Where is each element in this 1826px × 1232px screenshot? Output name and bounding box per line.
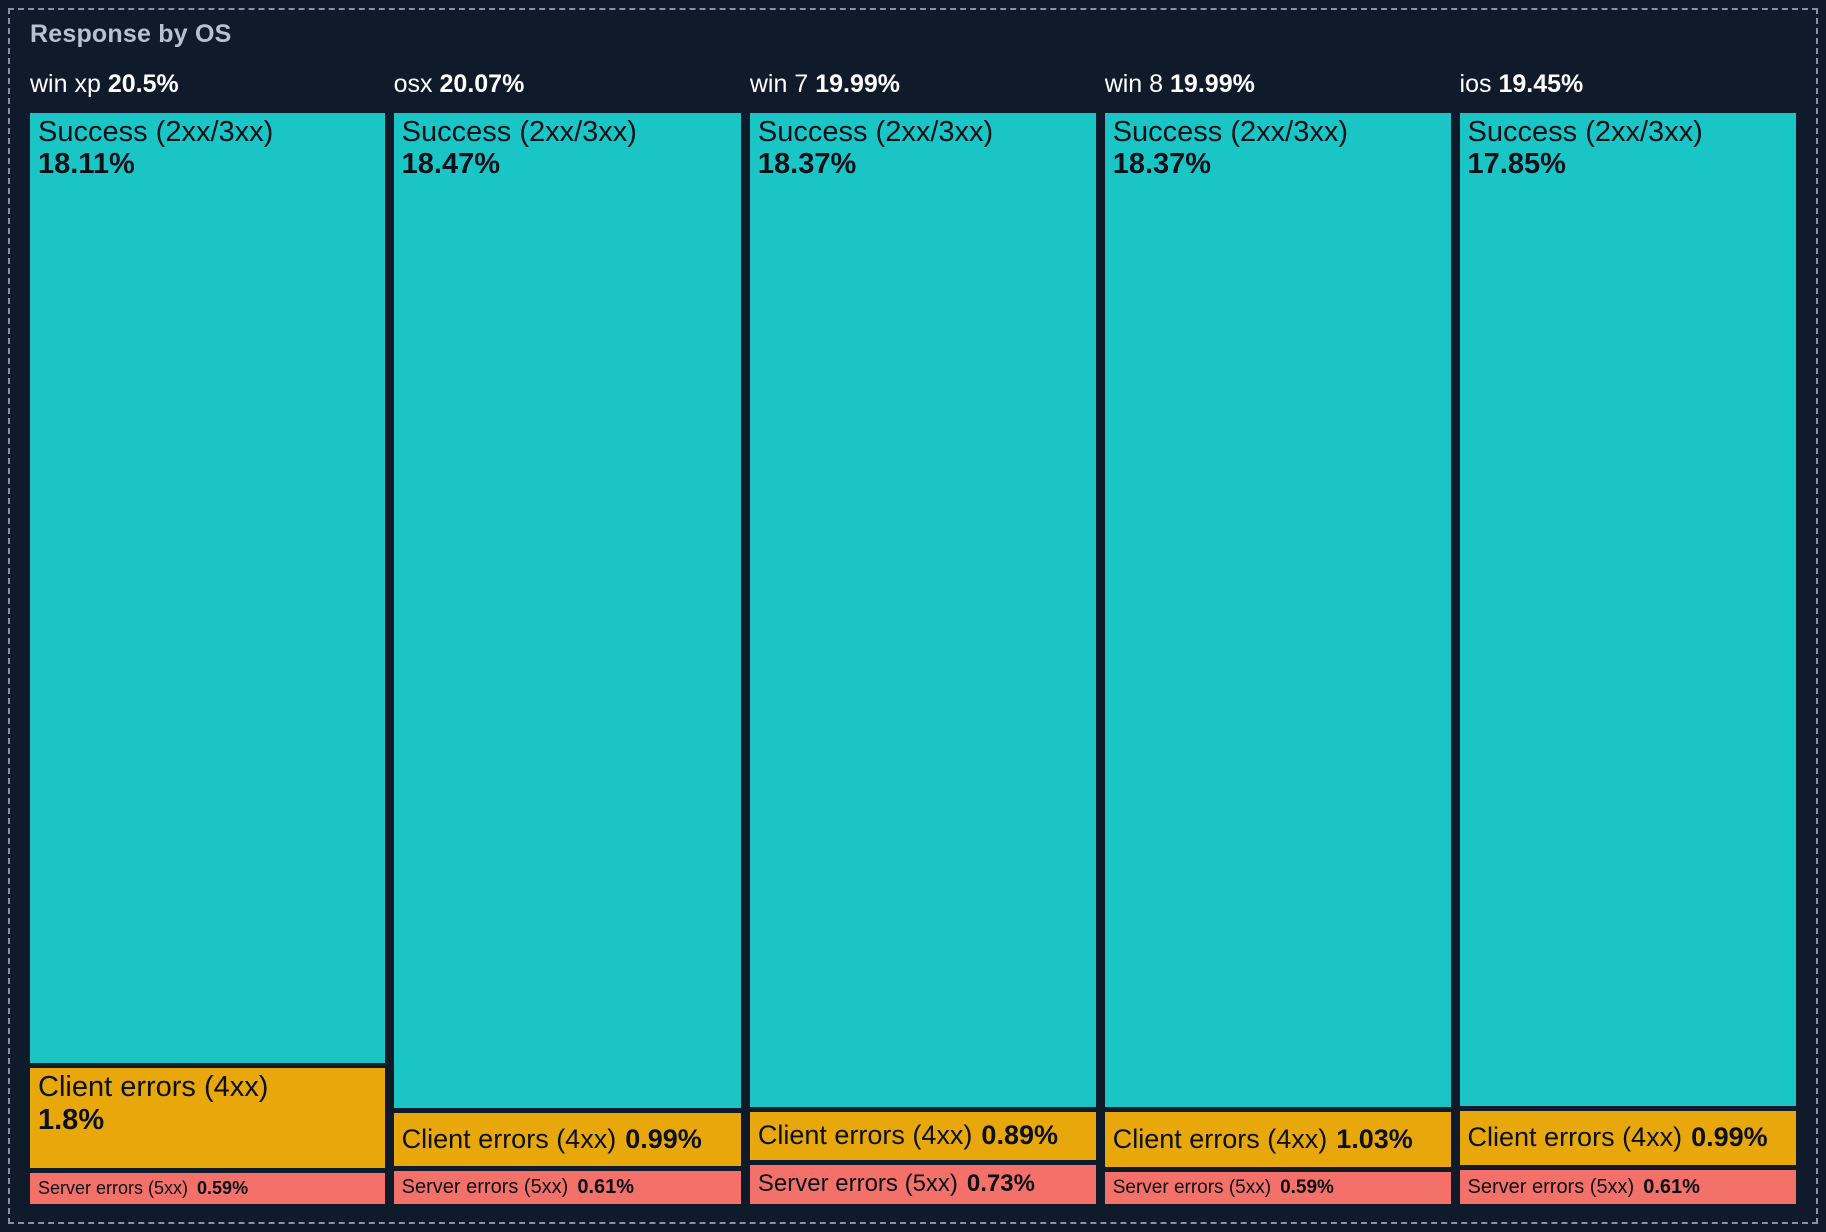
column-body-ios: Success (2xx/3xx) 17.85% Client errors (4x…	[1459, 113, 1797, 1204]
column-header-osx[interactable]: osx 20.07%	[394, 65, 741, 113]
segment-value: 18.47%	[401, 148, 501, 181]
treemap-column-win-xp: win xp 20.5% Success (2xx/3xx) 18.11% Clien…	[30, 65, 385, 1204]
segment-label: Server errors (5xx)	[401, 1176, 569, 1199]
segment-value: 17.85%	[1467, 148, 1566, 181]
os-name-label: win 8	[1104, 70, 1164, 98]
column-body-win-xp: Success (2xx/3xx) 18.11% Client errors (4x…	[30, 113, 385, 1204]
segment-value: 0.59%	[197, 1178, 249, 1199]
segment-label: Success (2xx/3xx)	[401, 116, 637, 148]
segment-label: Server errors (5xx)	[1112, 1177, 1272, 1199]
segment-success-win-7[interactable]: Success (2xx/3xx) 18.37%	[749, 113, 1096, 1107]
segment-success-win-xp[interactable]: Success (2xx/3xx) 18.11%	[30, 113, 385, 1064]
column-header-win-xp[interactable]: win xp 20.5%	[30, 65, 385, 113]
segment-label: Client errors (4xx)	[757, 1120, 973, 1151]
os-total-value: 20.07%	[439, 70, 525, 98]
column-body-osx: Success (2xx/3xx) 18.47% Client errors (4x…	[393, 113, 741, 1204]
treemap-column-ios: ios 19.45% Success (2xx/3xx) 17.85% Client …	[1459, 65, 1797, 1204]
segment-server-errors-win-8[interactable]: Server errors (5xx) 0.59%	[1104, 1172, 1451, 1204]
segment-success-osx[interactable]: Success (2xx/3xx) 18.47%	[393, 113, 741, 1109]
column-body-win-8: Success (2xx/3xx) 18.37% Client errors (4x…	[1104, 113, 1451, 1204]
segment-value: 1.03%	[1336, 1124, 1413, 1155]
segment-value: 18.37%	[757, 148, 857, 181]
treemap-chart: win xp 20.5% Success (2xx/3xx) 18.11% Clien…	[30, 65, 1797, 1204]
segment-client-errors-win-7[interactable]: Client errors (4xx) 0.89%	[749, 1111, 1096, 1160]
segment-server-errors-ios[interactable]: Server errors (5xx) 0.61%	[1459, 1170, 1797, 1204]
segment-value: 1.8%	[38, 1103, 105, 1136]
segment-label: Client errors (4xx)	[401, 1124, 617, 1155]
segment-label: Success (2xx/3xx)	[38, 116, 274, 148]
segment-label: Server errors (5xx)	[38, 1178, 189, 1199]
segment-client-errors-win-xp[interactable]: Client errors (4xx) 1.8%	[30, 1068, 385, 1169]
os-name-label: ios	[1459, 70, 1492, 98]
segment-label: Success (2xx/3xx)	[1467, 116, 1703, 148]
treemap-column-osx: osx 20.07% Success (2xx/3xx) 18.47% Client …	[393, 65, 741, 1204]
segment-label: Client errors (4xx)	[1112, 1124, 1328, 1155]
segment-label: Client errors (4xx)	[1467, 1122, 1683, 1153]
segment-value: 0.73%	[966, 1170, 1035, 1198]
column-header-win-7[interactable]: win 7 19.99%	[750, 65, 1096, 113]
segment-value: 0.61%	[577, 1176, 635, 1199]
os-total-value: 19.99%	[815, 70, 900, 98]
segment-client-errors-osx[interactable]: Client errors (4xx) 0.99%	[393, 1113, 741, 1167]
os-name-label: win xp	[30, 70, 101, 98]
segment-label: Success (2xx/3xx)	[757, 116, 994, 148]
segment-value: 0.89%	[981, 1120, 1058, 1151]
segment-server-errors-win-xp[interactable]: Server errors (5xx) 0.59%	[30, 1173, 385, 1204]
segment-label: Success (2xx/3xx)	[1112, 116, 1348, 148]
column-body-win-7: Success (2xx/3xx) 18.37% Client errors (4x…	[749, 113, 1096, 1204]
segment-success-win-8[interactable]: Success (2xx/3xx) 18.37%	[1104, 113, 1451, 1107]
segment-value: 0.59%	[1280, 1177, 1334, 1199]
os-name-label: osx	[393, 70, 433, 98]
segment-server-errors-win-7[interactable]: Server errors (5xx) 0.73%	[749, 1164, 1096, 1204]
os-total-value: 19.45%	[1498, 70, 1584, 98]
os-total-value: 19.99%	[1170, 70, 1255, 98]
segment-value: 0.99%	[625, 1124, 702, 1155]
segment-value: 0.61%	[1643, 1175, 1700, 1198]
column-header-ios[interactable]: ios 19.45%	[1460, 65, 1796, 113]
response-by-os-panel: Response by OS win xp 20.5% Success (2xx/…	[8, 8, 1818, 1224]
segment-server-errors-osx[interactable]: Server errors (5xx) 0.61%	[393, 1171, 741, 1204]
os-name-label: win 7	[749, 70, 809, 98]
segment-value: 0.99%	[1691, 1122, 1768, 1153]
segment-value: 18.11%	[38, 148, 135, 181]
treemap-column-win-7: win 7 19.99% Success (2xx/3xx) 18.37% Clien…	[749, 65, 1096, 1204]
column-header-win-8[interactable]: win 8 19.99%	[1105, 65, 1451, 113]
segment-label: Server errors (5xx)	[757, 1170, 958, 1198]
segment-client-errors-win-8[interactable]: Client errors (4xx) 1.03%	[1104, 1111, 1451, 1168]
segment-value: 18.37%	[1112, 148, 1212, 181]
segment-client-errors-ios[interactable]: Client errors (4xx) 0.99%	[1459, 1110, 1797, 1166]
treemap-column-win-8: win 8 19.99% Success (2xx/3xx) 18.37% Clien…	[1104, 65, 1451, 1204]
segment-success-ios[interactable]: Success (2xx/3xx) 17.85%	[1459, 113, 1797, 1106]
segment-label: Server errors (5xx)	[1467, 1175, 1635, 1198]
segment-label: Client errors (4xx)	[38, 1071, 269, 1104]
os-total-value: 20.5%	[107, 70, 179, 98]
panel-title: Response by OS	[30, 20, 232, 48]
